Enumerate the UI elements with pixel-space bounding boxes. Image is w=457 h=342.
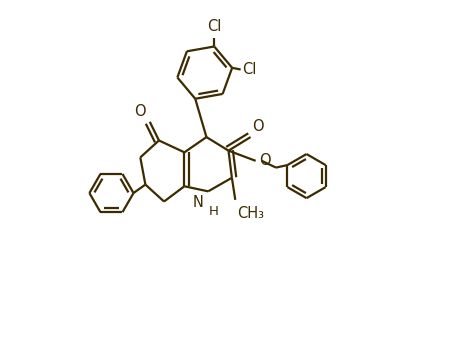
Text: Cl: Cl	[207, 18, 222, 34]
Text: N: N	[193, 195, 204, 210]
Text: O: O	[134, 104, 146, 119]
Text: CH₃: CH₃	[237, 206, 264, 221]
Text: O: O	[259, 153, 271, 168]
Text: H: H	[209, 205, 219, 218]
Text: O: O	[252, 119, 264, 134]
Text: Cl: Cl	[242, 62, 257, 77]
